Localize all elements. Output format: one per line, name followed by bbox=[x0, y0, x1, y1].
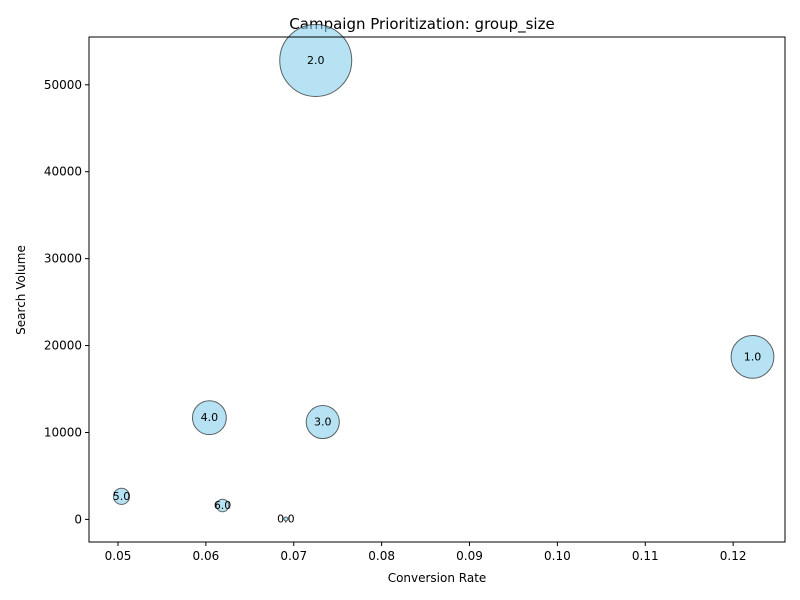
y-tick-label: 10000 bbox=[44, 425, 82, 439]
bubble-3.0 bbox=[305, 404, 340, 440]
x-axis-label: Conversion Rate bbox=[388, 571, 487, 585]
bubble-layer: 2.0 1.0 4.0 3.0 5.0 6.0 0.0 bbox=[112, 23, 775, 525]
bubble-label: 1.0 bbox=[744, 350, 762, 363]
bubble-label: 5.0 bbox=[113, 490, 131, 503]
chart-title: Campaign Prioritization: group_size bbox=[289, 15, 554, 34]
bubble-label: 6.0 bbox=[214, 499, 232, 512]
bubble-label: 4.0 bbox=[201, 411, 219, 424]
y-axis-label: Search Volume bbox=[14, 245, 28, 335]
x-axis-ticks: 0.05 0.06 0.07 0.08 0.09 0.10 0.11 0.12 bbox=[105, 542, 747, 563]
x-tick-label: 0.09 bbox=[456, 549, 483, 563]
bubble-label: 3.0 bbox=[314, 416, 332, 429]
bubble-2.0 bbox=[279, 23, 353, 97]
y-tick-label: 30000 bbox=[44, 252, 82, 266]
bubble-label: 0.0 bbox=[277, 512, 295, 525]
x-tick-label: 0.11 bbox=[632, 549, 659, 563]
y-tick-label: 20000 bbox=[44, 339, 82, 353]
y-tick-label: 0 bbox=[74, 512, 82, 526]
x-tick-label: 0.08 bbox=[368, 549, 395, 563]
y-axis-ticks: 0 10000 20000 30000 40000 50000 bbox=[44, 78, 89, 526]
bubble-5.0 bbox=[112, 487, 131, 505]
x-tick-label: 0.12 bbox=[720, 549, 747, 563]
bubble-1.0 bbox=[730, 334, 775, 379]
bubble-label: 2.0 bbox=[307, 54, 325, 67]
bubble-4.0 bbox=[191, 400, 227, 436]
bubble-6.0 bbox=[215, 498, 230, 513]
plot-frame bbox=[88, 36, 786, 543]
x-tick-label: 0.10 bbox=[544, 549, 571, 563]
x-tick-label: 0.07 bbox=[280, 549, 307, 563]
x-tick-label: 0.05 bbox=[105, 549, 132, 563]
y-tick-label: 50000 bbox=[44, 78, 82, 92]
bubble-0.0 bbox=[283, 516, 289, 522]
x-tick-label: 0.06 bbox=[193, 549, 220, 563]
y-tick-label: 40000 bbox=[44, 165, 82, 179]
